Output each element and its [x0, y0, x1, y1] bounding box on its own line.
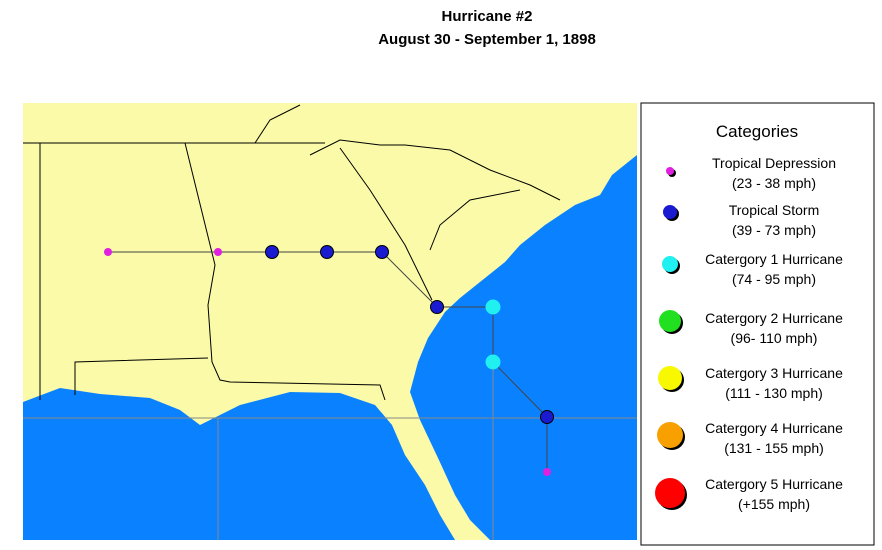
atlantic	[410, 155, 637, 540]
legend-range: (131 - 155 mph)	[724, 440, 824, 456]
borders	[23, 104, 561, 401]
map	[23, 103, 637, 540]
legend-range: (96- 110 mph)	[731, 330, 818, 346]
legend-label: Catergory 1 Hurricane	[705, 251, 843, 267]
legend-symbol	[666, 167, 674, 175]
legend-range: (23 - 38 mph)	[732, 175, 816, 191]
legend-symbol	[659, 310, 681, 332]
legend: Categories Tropical Depression (23 - 38 m…	[640, 102, 875, 546]
legend-range: (74 - 95 mph)	[732, 271, 816, 287]
legend-label: Catergory 4 Hurricane	[705, 420, 843, 436]
legend-label: Catergory 2 Hurricane	[705, 310, 843, 326]
legend-symbol	[663, 205, 677, 219]
legend-label: Catergory 5 Hurricane	[705, 476, 843, 492]
legend-symbol	[655, 478, 685, 508]
legend-label: Tropical Storm	[729, 202, 820, 218]
storm-track	[104, 245, 554, 476]
legend-symbol	[658, 366, 682, 390]
legend-label: Tropical Depression	[712, 155, 836, 171]
legend-range: (111 - 130 mph)	[725, 385, 823, 401]
gulf	[23, 388, 455, 540]
subtitle: August 30 - September 1, 1898	[378, 31, 596, 48]
legend-symbol	[657, 422, 683, 448]
legend-symbol	[662, 256, 678, 272]
legend-range: (39 - 73 mph)	[732, 222, 816, 238]
legend-label: Catergory 3 Hurricane	[705, 365, 843, 381]
legend-title: Categories	[716, 122, 798, 141]
title: Hurricane #2	[442, 8, 533, 25]
legend-range: (+155 mph)	[738, 496, 810, 512]
